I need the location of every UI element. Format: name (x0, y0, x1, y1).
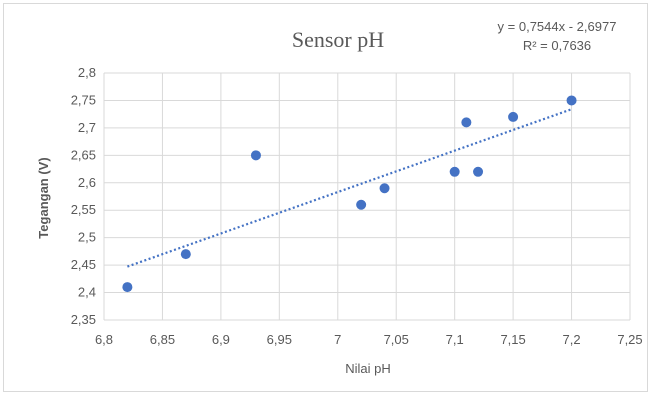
x-tick-labels: 6,8 6,85 6,9 6,95 7 7,05 7,1 7,15 7,2 7,25 (95, 332, 643, 347)
data-point (508, 111, 519, 122)
data-points (122, 95, 577, 293)
y-tick-label: 2,5 (78, 230, 96, 245)
y-tick-label: 2,8 (78, 65, 96, 80)
data-point (379, 183, 390, 194)
data-point (449, 166, 460, 177)
x-tick-label: 6,95 (267, 332, 292, 347)
grid-lines (103, 72, 631, 321)
x-tick-label: 6,9 (212, 332, 230, 347)
x-tick-label: 7,25 (617, 332, 642, 347)
y-tick-label: 2,45 (71, 257, 96, 272)
chart-area (3, 3, 648, 392)
x-tick-label: 7,05 (384, 332, 409, 347)
data-point (250, 150, 261, 161)
y-tick-labels: 2,35 2,4 2,45 2,5 2,55 2,6 2,65 2,7 2,75 2,8 (71, 65, 96, 327)
y-tick-label: 2,65 (71, 147, 96, 162)
y-tick-label: 2,75 (71, 92, 96, 107)
data-point (356, 199, 367, 210)
trendline (127, 108, 572, 268)
data-point (461, 117, 472, 128)
x-tick-label: 6,85 (150, 332, 175, 347)
trendline-group (127, 108, 572, 268)
x-tick-label: 7,2 (563, 332, 581, 347)
x-tick-label: 7,1 (446, 332, 464, 347)
chart-title: Sensor pH (292, 27, 384, 52)
y-tick-label: 2,55 (71, 202, 96, 217)
trendline-r-squared: R² = 0,7636 (523, 38, 591, 53)
x-tick-label: 7,15 (500, 332, 525, 347)
data-point (473, 166, 484, 177)
x-tick-label: 7 (334, 332, 341, 347)
y-axis-label: Tegangan (V) (36, 157, 51, 238)
x-tick-label: 6,8 (95, 332, 113, 347)
x-axis-label: Nilai pH (345, 361, 391, 376)
data-point (180, 249, 191, 260)
y-tick-label: 2,35 (71, 312, 96, 327)
trendline-equation: y = 0,7544x - 2,6977 (498, 19, 617, 34)
data-point (566, 95, 577, 106)
data-point (122, 282, 133, 293)
y-tick-label: 2,6 (78, 175, 96, 190)
y-tick-label: 2,4 (78, 285, 96, 300)
y-tick-label: 2,7 (78, 120, 96, 135)
